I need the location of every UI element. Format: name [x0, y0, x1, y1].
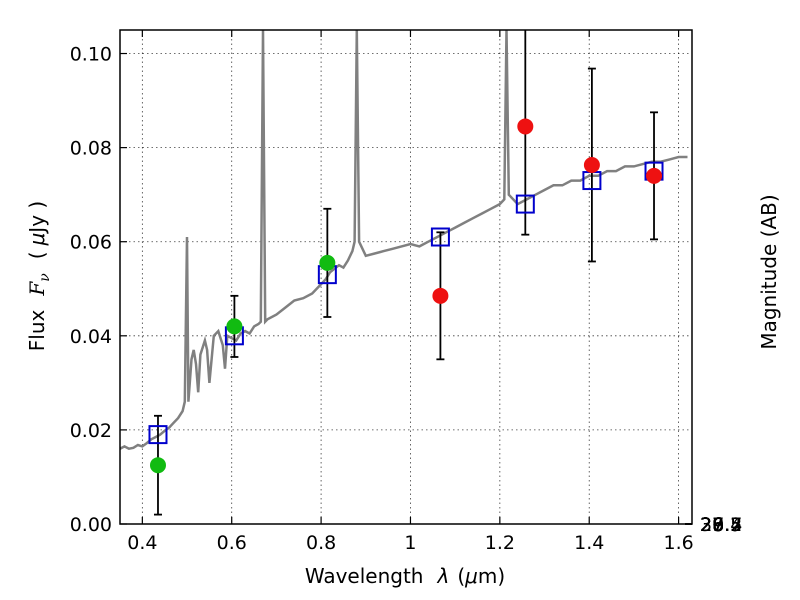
y-tick-label: 0.02: [70, 420, 112, 442]
model-photometry-square: [515, 194, 535, 214]
x-axis-label: Wavelength λ (μm): [305, 564, 505, 588]
x-tick-label: 1: [404, 532, 416, 554]
plot-frame: [119, 29, 693, 525]
magnitude-tick-label: 28: [700, 514, 724, 536]
y-tick-label: 0.06: [70, 232, 112, 254]
y-axis-label: FluxFν(μJy ): [25, 201, 53, 351]
x-tick-label: 0.4: [127, 532, 157, 554]
photometry-point: [149, 457, 166, 474]
observed-photometry-points: [149, 118, 663, 474]
spectrum-line: [120, 30, 688, 451]
model-photometry-square: [148, 425, 168, 445]
photometry-point: [432, 287, 449, 304]
magnitude-tick-label: 27: [700, 514, 724, 536]
x-tick-label: 0.8: [306, 532, 336, 554]
magnitude-tick-label: 26.5: [700, 514, 742, 536]
plot-area: [120, 30, 688, 516]
y-tick-label: 0.04: [70, 326, 112, 348]
photometry-point: [583, 157, 600, 174]
y-axis-ticks: 0.00 0.02 0.04 0.06 0.08 0.10: [70, 44, 127, 536]
error-bars: [153, 30, 659, 516]
y-tick-label: 0.08: [70, 138, 112, 160]
magnitude-tick-label: 26.7: [700, 514, 742, 536]
x-tick-label: 1.4: [574, 532, 604, 554]
photometry-point: [319, 254, 336, 271]
y-tick-label: 0.00: [70, 514, 112, 536]
model-photometry-square: [430, 227, 450, 247]
model-photometry-squares: [148, 161, 664, 445]
x-tick-label: 0.6: [217, 532, 247, 554]
y-tick-label: 0.10: [70, 44, 112, 66]
magnitude-tick-label: 28.5: [700, 514, 742, 536]
x-tick-label: 1.2: [485, 532, 515, 554]
magnitude-axis-label: Magnitude (AB): [757, 194, 781, 349]
grid-lines: [120, 30, 692, 525]
magnitude-tick-label: 29: [700, 514, 724, 536]
photometry-point: [646, 167, 663, 184]
magnitude-tick-label: 27.5: [700, 514, 742, 536]
x-axis-ticks: 0.4 0.6 0.8 1 1.2 1.4 1.6: [127, 30, 694, 554]
magnitude-tick-label: 26.4: [700, 514, 742, 536]
magnitude-tick-label: 30: [700, 514, 724, 536]
photometry-point: [226, 318, 243, 335]
x-tick-label: 1.6: [663, 532, 693, 554]
magnitude-tick-label: 27.2: [700, 514, 742, 536]
photometry-point: [517, 118, 534, 135]
